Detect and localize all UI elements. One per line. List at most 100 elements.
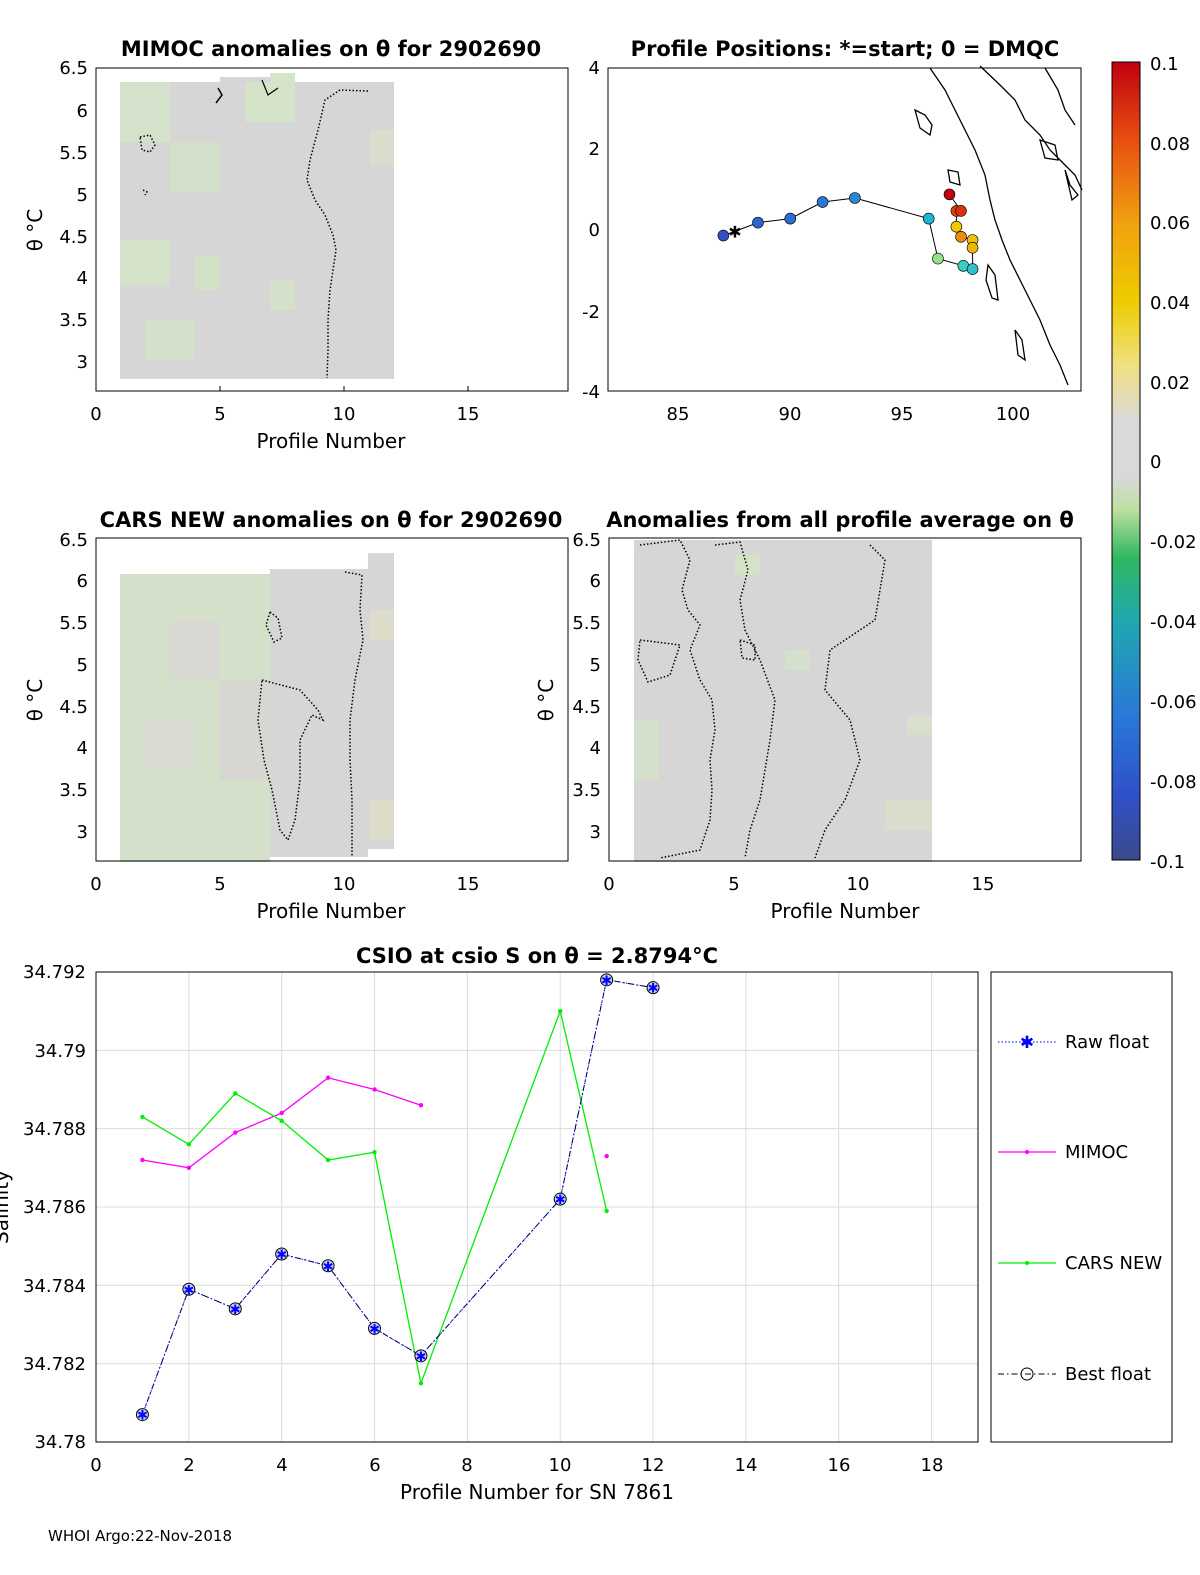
raw-float-point: ✱ [648, 982, 659, 997]
best-float-point [646, 981, 660, 995]
allavg-contour-d [637, 639, 682, 683]
mimoc-patch [120, 240, 170, 285]
mimoc-point [325, 1075, 331, 1080]
allavg-patch [735, 555, 760, 575]
mimoc-axes-box [95, 67, 569, 392]
mimoc-patch [195, 255, 220, 290]
cars-ytick-label: 3.5 [59, 780, 88, 801]
best-float-point [228, 1302, 242, 1316]
cars-field [120, 553, 394, 862]
csio-xtick-label: 2 [183, 1455, 194, 1476]
colorbar-tick-label: 0.1 [1150, 54, 1179, 75]
allavg-ytick-label: 5.5 [572, 613, 601, 634]
cars-patch [370, 610, 394, 640]
mimoc-ytick-label: 5.5 [59, 143, 88, 164]
legend-label: CARS NEW [1065, 1253, 1162, 1274]
cars-yticks: 6.5 6 5.5 5 4.5 4 3.5 3 [59, 530, 88, 843]
position-marker [717, 229, 730, 242]
colorbar-tick-label: -0.08 [1150, 772, 1197, 793]
cars-xlabel: Profile Number [257, 899, 407, 923]
cars-point [558, 1008, 563, 1014]
mimoc-ytick-label: 6 [77, 101, 88, 122]
track: ✱ [717, 188, 979, 275]
positions-xtick-label: 90 [779, 404, 802, 425]
csio-ytick-label: 34.788 [23, 1119, 86, 1140]
allavg-ytick-label: 6.5 [572, 530, 601, 551]
cars-ytick-label: 5.5 [59, 613, 88, 634]
cars-patch [220, 680, 270, 780]
mimoc-point [186, 1165, 192, 1171]
mimoc-point [279, 1110, 284, 1116]
csio-xtick-label: 18 [921, 1455, 944, 1476]
asterisk-marker-icon: ✱ [1020, 1033, 1034, 1053]
csio-series: ✱ ✱ ✱ ✱ ✱ ✱ ✱ ✱ ✱ ✱ [135, 973, 660, 1424]
cars-xtick-label: 15 [457, 874, 480, 895]
best-float-point [135, 1408, 149, 1422]
start-asterisk-marker: ✱ [728, 223, 741, 242]
mimoc-contour-top2 [261, 79, 279, 96]
allavg-title: Anomalies from all profile average on θ [606, 508, 1074, 532]
allavg-xtick-label: 5 [728, 874, 739, 895]
cars-axes-box [95, 537, 569, 862]
raw-float-point: ✱ [369, 1322, 380, 1337]
dot-marker-icon [1025, 1150, 1029, 1154]
cars-xtick-label: 5 [214, 874, 225, 895]
raw-float-point: ✱ [555, 1193, 566, 1208]
mimoc-contour-top [215, 87, 223, 104]
cars-point [233, 1091, 238, 1096]
mimoc-patch [170, 142, 220, 192]
mimoc-field-top-b [270, 73, 295, 83]
csio-ytick-label: 34.782 [23, 1354, 86, 1375]
position-marker [752, 216, 764, 229]
mimoc-patch [120, 82, 170, 142]
csio-xtick-label: 14 [735, 1455, 758, 1476]
positions-title: Profile Positions: *=start; 0 = DMQC [631, 37, 1060, 61]
cars-contour-small [265, 610, 283, 644]
allavg-patch [907, 715, 932, 735]
best-float-point [414, 1349, 428, 1363]
csio-axes-box [95, 971, 979, 1443]
best-float-point [368, 1321, 382, 1335]
allavg-ytick-label: 3.5 [572, 780, 601, 801]
raw-float-point: ✱ [230, 1303, 241, 1318]
positions-xticks: 85 90 95 100 [667, 404, 1031, 425]
csio-ytick-label: 34.792 [23, 962, 86, 983]
allavg-contour-b [714, 541, 776, 859]
cars-patch [145, 720, 195, 770]
allavg-patch [785, 650, 810, 670]
panel-allavg: Anomalies from all profile average on θ … [534, 508, 1082, 923]
legend-item-best: Best float [998, 1364, 1151, 1385]
positions-xtick-label: 85 [667, 404, 690, 425]
csio-xticks: 0 2 4 6 8 10 12 14 16 18 [90, 1455, 943, 1476]
best-float-line [141, 979, 654, 1415]
mimoc-ytick-label: 3 [77, 352, 88, 373]
csio-ytick-label: 34.784 [23, 1276, 86, 1297]
csio-grid [96, 972, 978, 1442]
positions-xtick-label: 100 [996, 404, 1030, 425]
allavg-patch [634, 720, 659, 780]
allavg-contour-a [639, 539, 716, 859]
raw-float-point: ✱ [137, 1409, 148, 1424]
dot-marker-icon [1025, 1261, 1029, 1265]
positions-axes-box [607, 67, 1082, 392]
mimoc-contour-small [139, 134, 156, 153]
circle-marker-icon [1020, 1367, 1034, 1381]
cars-ytick-label: 6 [77, 571, 88, 592]
cars-point [140, 1114, 145, 1120]
colorbar: 0.1 0.08 0.06 0.04 0.02 0 -0.02 -0.04 -0… [1111, 54, 1197, 873]
mimoc-patch [270, 280, 295, 310]
best-float-point [321, 1259, 335, 1273]
csio-xtick-label: 12 [642, 1455, 665, 1476]
allavg-xlabel: Profile Number [771, 899, 921, 923]
allavg-ytick-label: 4 [590, 738, 601, 759]
positions-ytick-label: 0 [589, 220, 600, 241]
colorbar-tick-label: -0.1 [1150, 852, 1185, 873]
raw-float-point: ✱ [276, 1248, 287, 1263]
cars-field-mid [270, 569, 368, 857]
legend-item-mimoc: MIMOC [998, 1142, 1128, 1163]
allavg-field [634, 539, 932, 862]
position-marker [966, 241, 979, 254]
allavg-ytick-label: 6 [590, 571, 601, 592]
raw-float-point: ✱ [183, 1283, 194, 1298]
positions-ytick-label: 2 [589, 139, 600, 160]
